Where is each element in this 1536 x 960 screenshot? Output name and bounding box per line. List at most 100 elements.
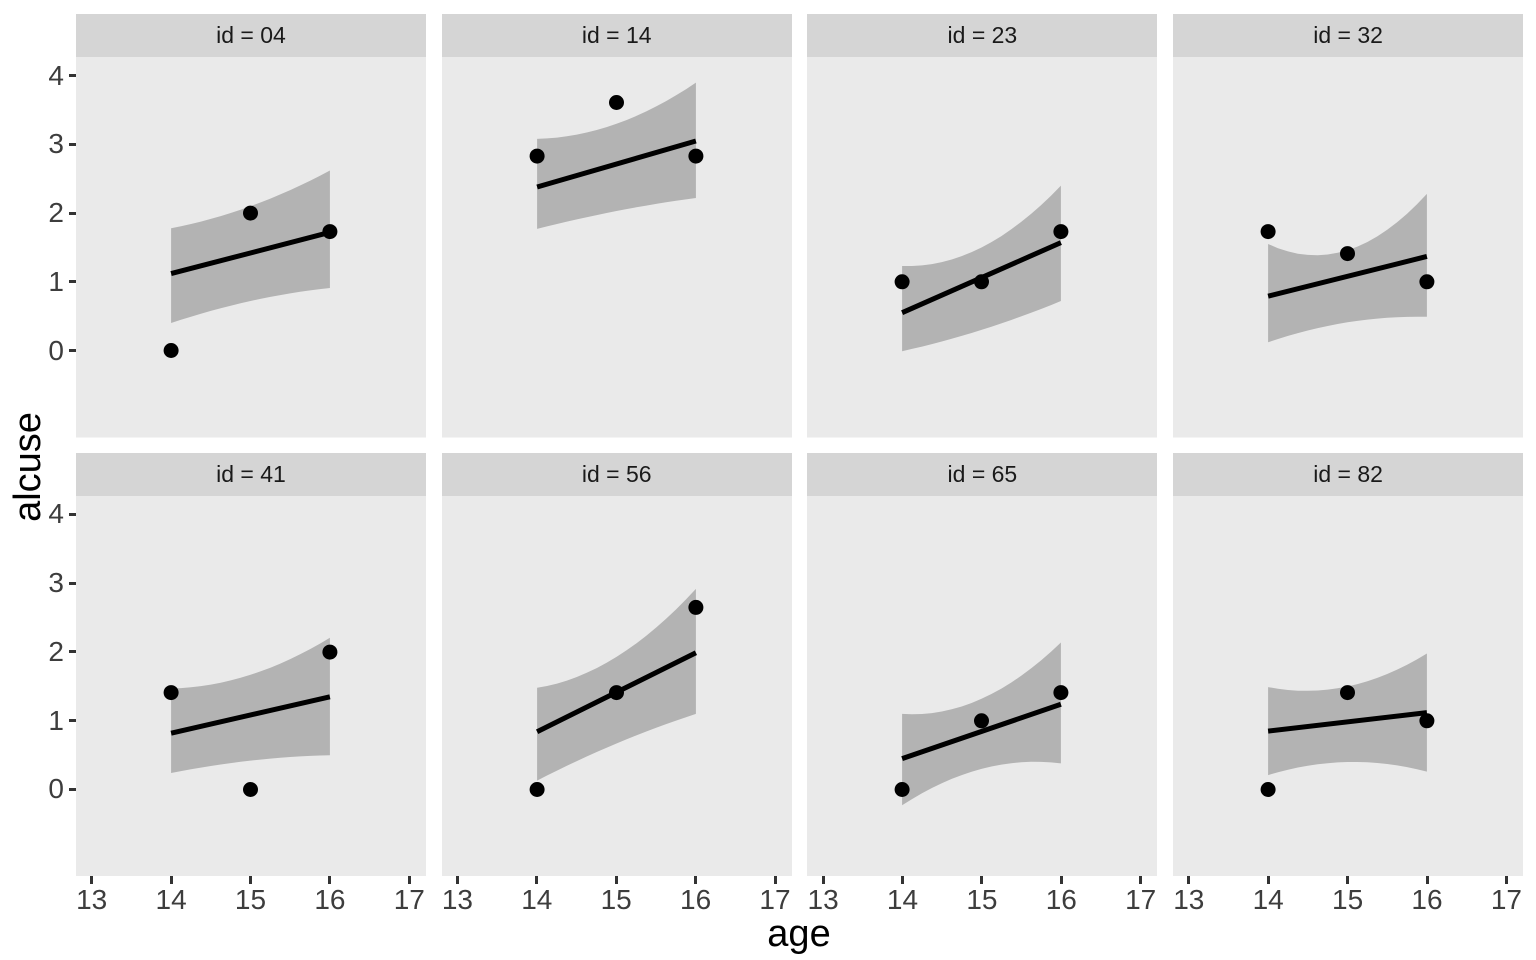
data-point <box>1260 781 1276 797</box>
x-tick-label: 14 <box>521 884 553 916</box>
x-tick-mark <box>1504 876 1508 885</box>
facet-strip: id = 65 <box>807 452 1158 496</box>
y-tick-mark <box>69 512 76 516</box>
facet-panel <box>807 57 1158 438</box>
y-tick-label: 2 <box>48 197 64 229</box>
y-tick-mark <box>69 650 76 654</box>
data-point <box>974 712 990 728</box>
confidence-ribbon <box>1268 653 1427 775</box>
trend-line <box>1267 709 1428 734</box>
x-tick-mark <box>1346 876 1350 885</box>
trend-line <box>170 229 331 277</box>
facet-strip: id = 56 <box>441 452 792 496</box>
facet-panel <box>441 57 792 438</box>
confidence-ribbon <box>536 588 696 781</box>
x-tick-mark <box>455 876 459 885</box>
confidence-ribbon <box>171 637 330 773</box>
x-tick-mark <box>694 876 698 885</box>
x-tick-label: 14 <box>886 884 919 916</box>
facet-strip: id = 82 <box>1173 452 1524 496</box>
x-tick-label: 13 <box>76 884 108 916</box>
y-tick-label: 2 <box>48 635 64 667</box>
data-point <box>608 684 624 700</box>
data-point <box>1340 246 1356 262</box>
y-tick-label: 4 <box>48 59 64 91</box>
y-tick-mark <box>69 719 76 722</box>
data-point <box>1260 224 1276 240</box>
data-point <box>1419 712 1435 728</box>
y-tick-mark <box>69 74 76 78</box>
x-tick-mark <box>535 876 539 885</box>
data-point <box>688 148 704 164</box>
x-tick-mark <box>821 876 825 885</box>
data-point <box>529 148 545 164</box>
y-tick-mark <box>69 787 76 791</box>
data-point <box>894 274 910 290</box>
x-tick-label: 13 <box>441 884 473 916</box>
data-point <box>1053 684 1069 700</box>
x-tick-mark <box>614 876 618 885</box>
y-tick-label: 0 <box>48 334 64 366</box>
data-point <box>608 95 624 110</box>
x-tick-label: 15 <box>1332 884 1364 916</box>
y-tick-mark <box>69 280 76 284</box>
x-tick-label: 15 <box>234 884 267 916</box>
x-tick-mark <box>980 876 984 885</box>
x-tick-mark <box>328 876 332 885</box>
trend-line <box>536 138 697 190</box>
y-tick-mark <box>69 142 76 146</box>
facet-strip: id = 14 <box>441 14 792 57</box>
x-tick-mark <box>1139 876 1143 885</box>
x-tick-label: 16 <box>1411 884 1443 916</box>
x-tick-mark <box>1425 876 1429 885</box>
facet-strip-label: id = 56 <box>581 460 652 487</box>
x-tick-label: 15 <box>966 884 998 916</box>
data-point <box>974 274 990 290</box>
x-tick-mark <box>407 876 411 885</box>
y-tick-label: 0 <box>48 773 64 805</box>
y-tick-label: 1 <box>48 265 64 297</box>
y-tick-mark <box>69 581 76 585</box>
data-point <box>163 684 179 700</box>
x-tick-mark <box>169 876 173 885</box>
data-point <box>894 781 910 797</box>
facet-panel <box>807 495 1158 877</box>
x-tick-label: 17 <box>759 884 791 916</box>
data-point <box>322 224 338 240</box>
data-point <box>1419 274 1435 290</box>
facet-strip-label: id = 32 <box>1313 22 1383 48</box>
confidence-ribbon <box>902 185 1062 352</box>
data-point <box>529 781 545 797</box>
facet-strip-label: id = 23 <box>947 22 1018 48</box>
y-tick-label: 3 <box>48 567 64 599</box>
x-tick-label: 13 <box>1173 884 1205 916</box>
trend-line <box>1267 253 1428 299</box>
x-tick-mark <box>1059 876 1063 885</box>
facet-strip-label: id = 14 <box>581 22 652 48</box>
confidence-ribbon <box>1268 193 1427 343</box>
y-axis-title: alcuse <box>7 412 49 522</box>
data-point <box>1340 684 1356 700</box>
facet-strip-label: id = 65 <box>947 460 1018 487</box>
x-tick-mark <box>1187 876 1191 885</box>
x-tick-label: 17 <box>393 884 425 916</box>
facet-panel <box>76 495 426 877</box>
facet-strip: id = 32 <box>1173 14 1524 57</box>
confidence-ribbon <box>536 82 696 229</box>
x-tick-label: 16 <box>314 884 346 916</box>
x-tick-label: 14 <box>155 884 187 916</box>
trend-line <box>901 701 1063 761</box>
x-tick-mark <box>90 876 94 885</box>
facet-strip-label: id = 04 <box>216 22 286 48</box>
x-tick-mark <box>901 876 904 885</box>
data-point <box>243 781 258 797</box>
x-tick-mark <box>773 876 777 885</box>
data-point <box>163 343 179 358</box>
y-tick-mark <box>69 349 76 352</box>
x-tick-label: 17 <box>1490 884 1522 916</box>
facet-strip: id = 41 <box>76 452 426 496</box>
x-axis-title: age <box>767 913 831 955</box>
y-tick-label: 3 <box>48 128 64 160</box>
x-tick-label: 16 <box>1045 884 1077 916</box>
